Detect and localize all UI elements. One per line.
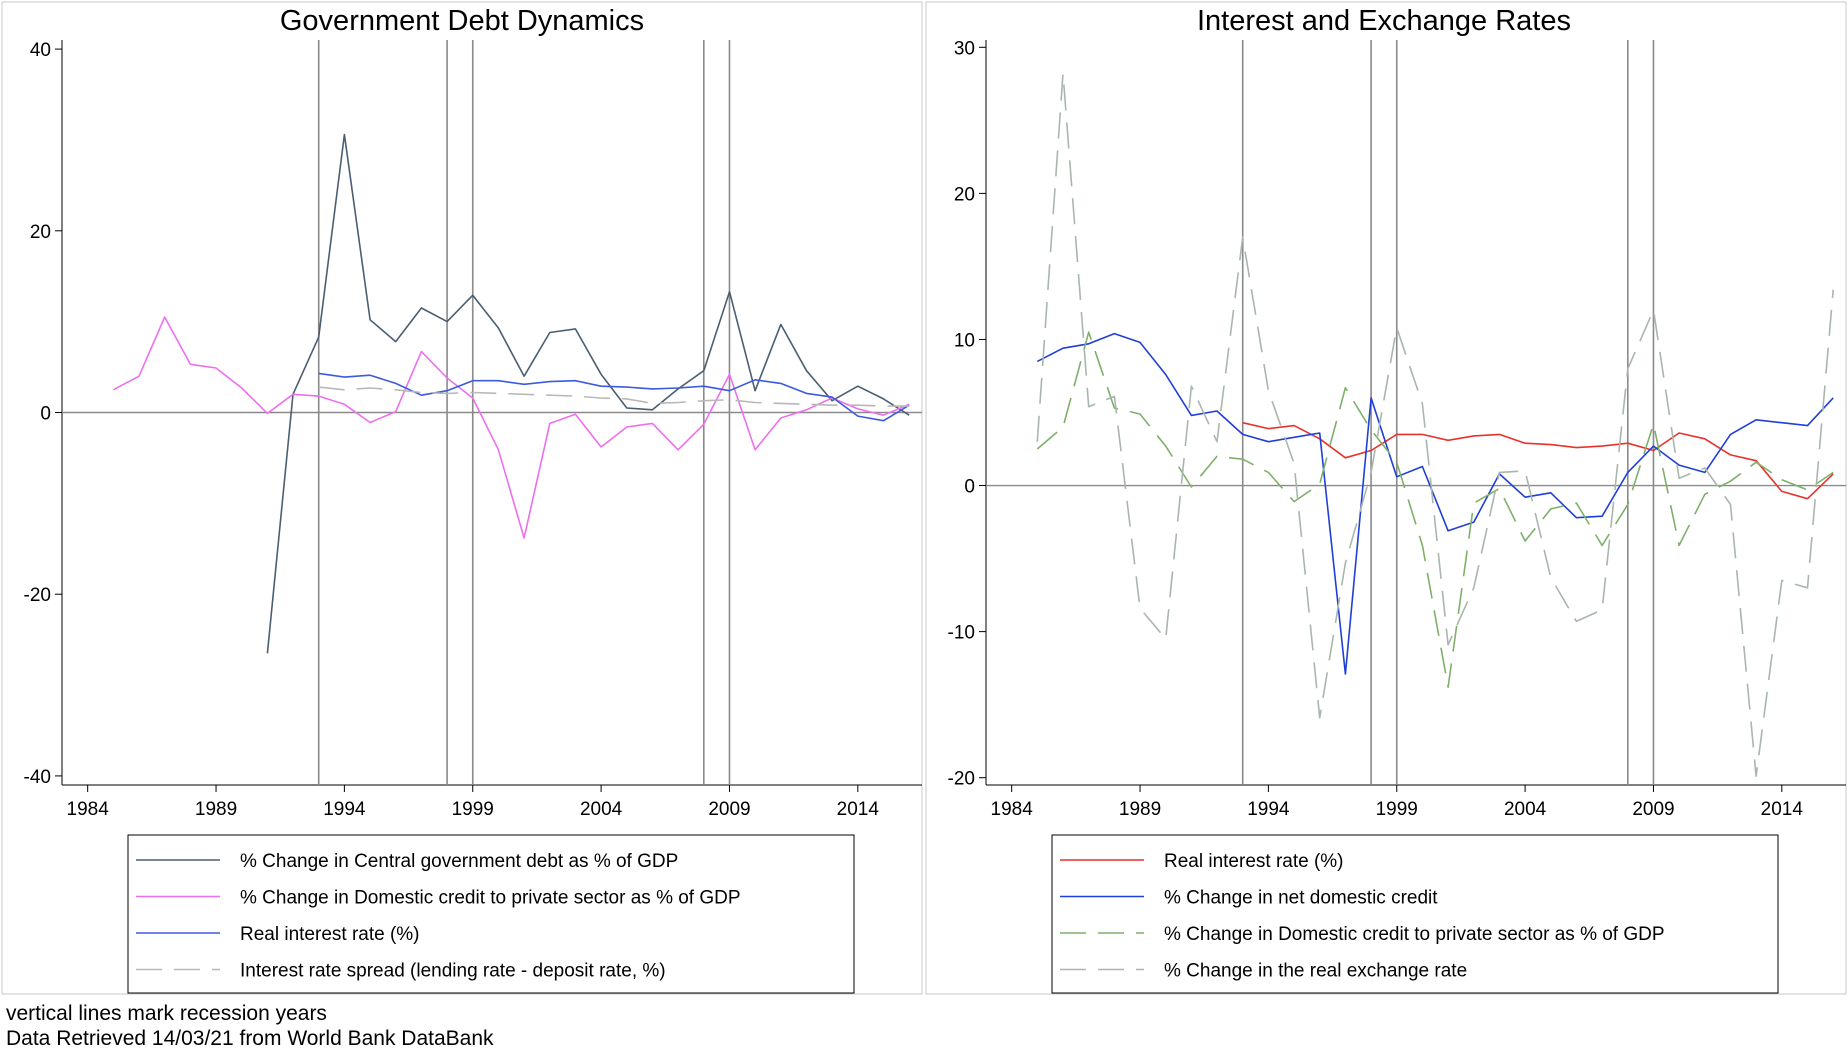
x-tick-label: 2009 — [708, 799, 750, 820]
right-panel-frame — [925, 1, 1847, 995]
legend-label: % Change in net domestic credit — [1164, 888, 1438, 909]
y-tick-label: 30 — [954, 38, 975, 59]
legend: % Change in Central government debt as %… — [127, 834, 855, 994]
legend-label: Interest rate spread (lending rate - dep… — [240, 961, 666, 982]
x-tick-label: 1994 — [1247, 799, 1290, 820]
series-line-1 — [266, 133, 910, 654]
legend-label: Real interest rate (%) — [240, 924, 420, 945]
x-tick-label: 2014 — [1761, 799, 1804, 820]
series-line-4 — [1036, 72, 1834, 778]
x-tick-label: 1989 — [1119, 799, 1161, 820]
legend-box — [1051, 834, 1779, 994]
x-tick-label: 1999 — [1376, 799, 1418, 820]
x-tick-label: 1994 — [323, 799, 366, 820]
chart-title: Interest and Exchange Rates — [1197, 5, 1571, 37]
series-line-2 — [1036, 332, 1834, 675]
series-line-1 — [1242, 421, 1834, 500]
x-tick-label: 1989 — [195, 799, 237, 820]
source-note: Data Retrieved 14/03/21 from World Bank … — [6, 1027, 494, 1050]
chart-title: Government Debt Dynamics — [280, 5, 644, 37]
chart-government-debt-dynamics: Government Debt Dynamics -40 -20 0 20 40 1984 1… — [24, 5, 922, 994]
x-tick-label: 2004 — [580, 799, 623, 820]
x-tick-label: 1984 — [67, 799, 110, 820]
x-tick-label: 1999 — [452, 799, 494, 820]
y-tick-label: 20 — [954, 184, 975, 205]
y-tick-label: 10 — [954, 330, 975, 351]
legend-label: % Change in Domestic credit to private s… — [1164, 924, 1665, 945]
y-tick-label: -40 — [24, 767, 51, 788]
y-tick-label: -10 — [948, 623, 975, 644]
legend: Real interest rate (%) % Change in net do… — [1051, 834, 1779, 994]
series-line-2 — [112, 316, 910, 539]
y-tick-label: 20 — [30, 222, 51, 243]
series-line-4 — [318, 386, 910, 407]
legend-label: % Change in Domestic credit to private s… — [240, 888, 741, 909]
x-tick-label: 2014 — [837, 799, 880, 820]
series-line-3 — [1036, 331, 1834, 688]
legend-label: % Change in Central government debt as %… — [240, 851, 678, 872]
y-tick-label: 0 — [40, 404, 51, 425]
legend-label: % Change in the real exchange rate — [1164, 961, 1467, 982]
y-tick-label: -20 — [24, 585, 51, 606]
legend-box — [127, 834, 855, 994]
recession-note: vertical lines mark recession years — [6, 1002, 327, 1025]
legend-label: Real interest rate (%) — [1164, 851, 1344, 872]
x-tick-label: 2004 — [1504, 799, 1547, 820]
y-tick-label: 40 — [30, 40, 51, 61]
series-line-3 — [318, 372, 910, 422]
x-tick-label: 1984 — [991, 799, 1034, 820]
y-tick-label: -20 — [948, 769, 975, 790]
x-tick-label: 2009 — [1632, 799, 1674, 820]
chart-interest-and-exchange-rates: Interest and Exchange Rates -20 -10 0 10 20 30… — [948, 5, 1846, 994]
left-panel-frame — [1, 1, 923, 995]
y-tick-label: 0 — [964, 477, 975, 498]
